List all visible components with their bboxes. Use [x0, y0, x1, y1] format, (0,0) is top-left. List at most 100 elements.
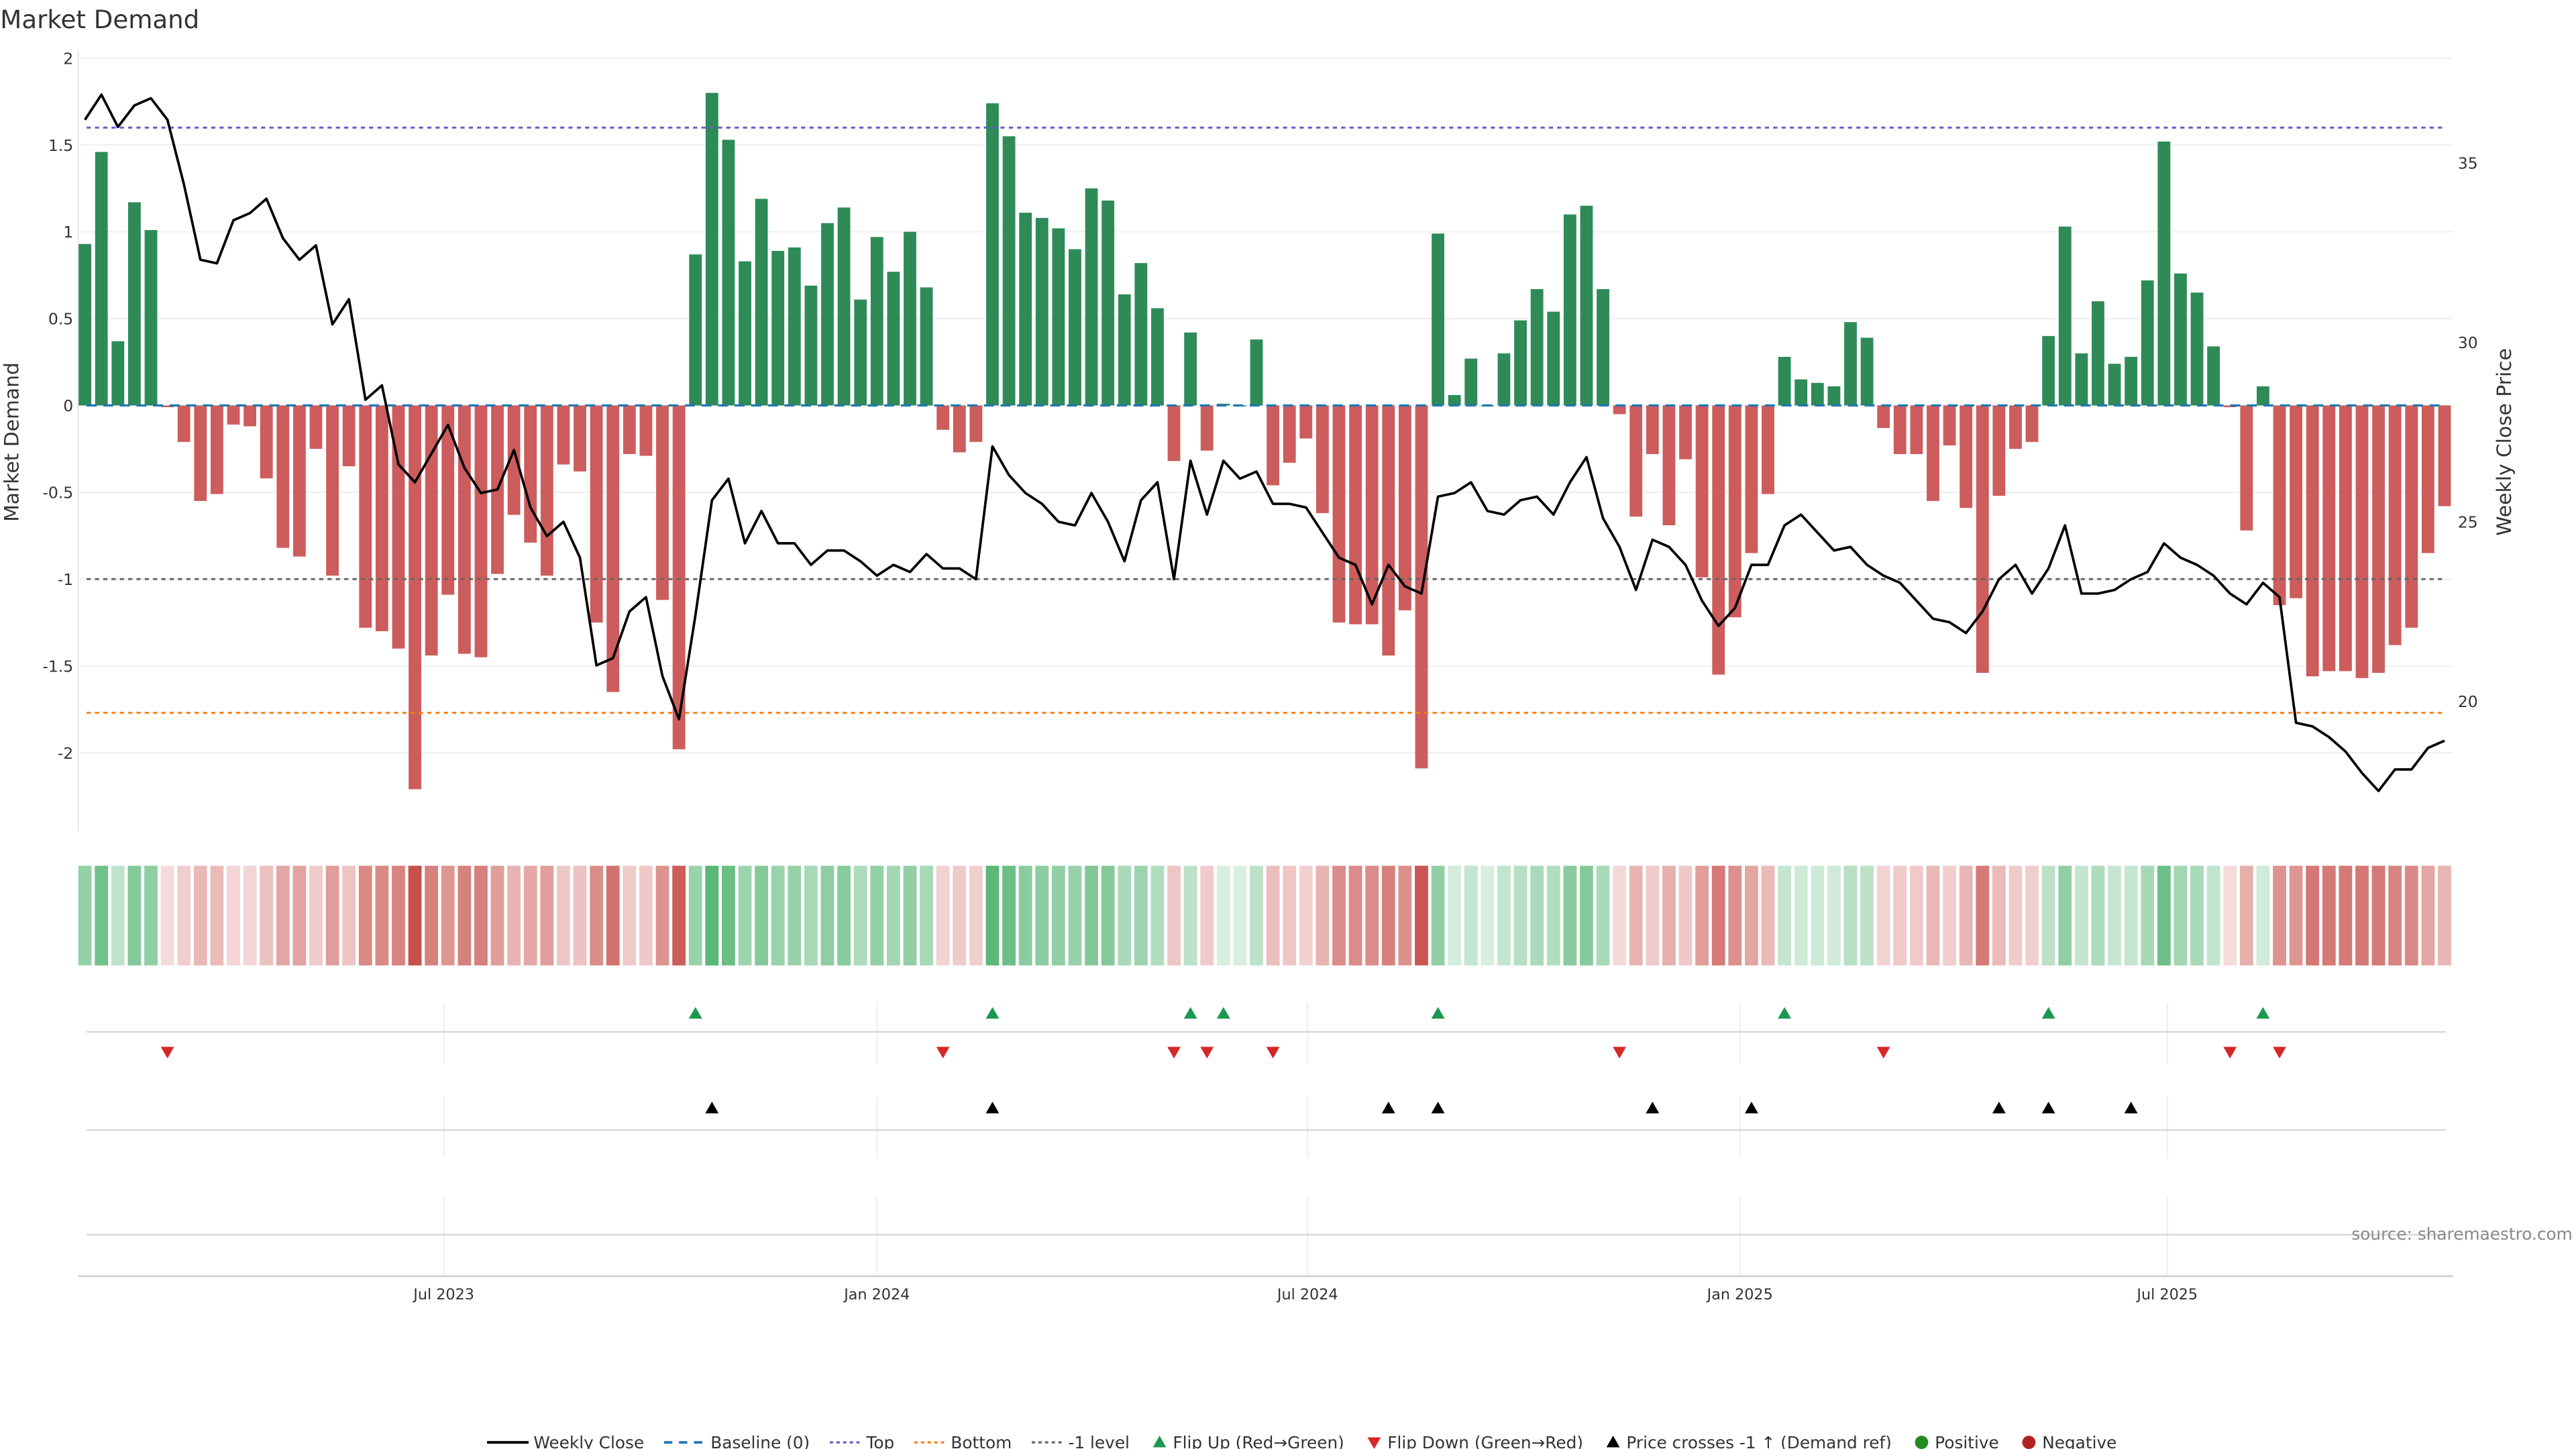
heat-cell — [2190, 865, 2204, 966]
heat-cell — [490, 865, 504, 966]
flip-up-marker — [2041, 1007, 2055, 1019]
heat-cell — [2008, 865, 2023, 966]
flip-down-marker — [1613, 1046, 1627, 1059]
heat-cell — [2371, 865, 2385, 966]
heat-cell — [2124, 865, 2138, 966]
heat-cell — [260, 865, 274, 966]
demand-bar — [1365, 405, 1379, 625]
heat-cell — [1580, 865, 1593, 966]
demand-bar — [1464, 358, 1478, 406]
demand-bar — [2125, 356, 2138, 406]
demand-bar — [1184, 332, 1197, 406]
legend: Weekly Close Baseline (0) Top Bottom -1 leve… — [487, 1433, 2116, 1449]
heat-cell — [2306, 865, 2320, 966]
flip-down-marker — [2273, 1046, 2286, 1059]
heat-cell — [2239, 865, 2253, 966]
heat-cell — [1448, 865, 1462, 966]
demand-bar — [1827, 386, 1841, 406]
legend-swatch-flip-up — [1152, 1436, 1167, 1448]
heat-cell — [1893, 865, 1907, 966]
heat-cell — [1085, 865, 1098, 966]
legend-label: Price crosses -1 ↑ (Demand ref) — [1626, 1433, 1892, 1449]
demand-bar — [689, 254, 702, 406]
y-tick-label: 0.5 — [48, 310, 73, 329]
heat-cell — [358, 865, 372, 966]
heat-cell — [1316, 865, 1330, 966]
heat-cell — [1167, 865, 1181, 966]
flip-down-marker — [2223, 1046, 2237, 1059]
heat-cell — [276, 865, 290, 966]
demand-bar — [870, 237, 883, 406]
heat-cell — [1860, 865, 1874, 966]
demand-bar — [1052, 228, 1065, 406]
heat-cell — [292, 865, 307, 966]
y-tick-label: -0.5 — [42, 484, 73, 502]
demand-bar — [1497, 353, 1511, 406]
price-cross-marker — [1745, 1102, 1758, 1114]
y2-tick-label: 25 — [2458, 513, 2478, 531]
demand-bar — [2322, 405, 2336, 672]
demand-bar — [1695, 405, 1709, 578]
legend-label: Flip Up (Red→Green) — [1173, 1433, 1344, 1449]
heat-cell — [95, 865, 109, 966]
heat-cell — [1381, 865, 1395, 966]
legend-swatch-negative — [2022, 1436, 2036, 1449]
demand-bar — [854, 299, 867, 406]
demand-bar — [2257, 386, 2269, 406]
heat-cell — [903, 865, 917, 966]
demand-bar — [1002, 136, 1016, 406]
flip-up-marker — [985, 1007, 1000, 1019]
demand-bar — [144, 229, 158, 406]
price-cross-marker — [2124, 1102, 2138, 1114]
demand-bar — [1927, 405, 1939, 501]
heat-cell — [325, 865, 339, 966]
demand-bar — [887, 272, 900, 406]
heat-cell — [111, 865, 125, 966]
flip-down-marker — [160, 1046, 174, 1059]
demand-bar — [920, 287, 933, 406]
heat-cell — [1035, 865, 1049, 966]
demand-bar — [2190, 292, 2204, 406]
flip-down-marker — [1167, 1046, 1181, 1059]
legend-label: Baseline (0) — [710, 1433, 810, 1449]
source-note: source: sharemaestro.com — [2351, 1224, 2572, 1244]
heat-cell — [705, 865, 719, 966]
chart-title: Market Demand — [0, 5, 199, 34]
demand-bar — [804, 285, 818, 406]
heat-cell — [2141, 865, 2155, 966]
heat-cell — [1299, 865, 1313, 966]
demand-bar — [623, 405, 636, 454]
heat-cell — [193, 865, 207, 966]
heat-cell — [1150, 865, 1165, 966]
demand-bar — [1019, 213, 1032, 406]
heat-cell — [1365, 865, 1379, 966]
y-tick-label: 1 — [63, 223, 73, 241]
demand-bar — [2405, 405, 2418, 628]
demand-bar — [276, 405, 290, 548]
heat-cell — [243, 865, 257, 966]
y-tick-label: -2 — [58, 744, 73, 763]
demand-bar — [1613, 405, 1626, 415]
demand-bar — [309, 405, 323, 449]
y-tick-label: 2 — [63, 49, 73, 68]
legend-swatch-positive — [1915, 1436, 1929, 1449]
demand-bar — [540, 405, 553, 576]
demand-bar — [2422, 405, 2434, 553]
demand-bar — [1547, 311, 1560, 406]
demand-bar — [95, 152, 108, 406]
demand-bar — [1646, 405, 1659, 454]
heat-cell — [1513, 865, 1527, 966]
demand-bar — [672, 405, 686, 749]
demand-bar — [2009, 405, 2022, 449]
heat-cell — [985, 865, 1000, 966]
legend-label: Weekly Close — [533, 1433, 644, 1449]
heat-cell — [2074, 865, 2088, 966]
heat-cell — [2108, 865, 2121, 966]
flip-down-marker — [1200, 1046, 1214, 1059]
heat-cell — [425, 865, 439, 966]
heat-cell — [1778, 865, 1792, 966]
heat-cell — [623, 865, 637, 966]
heat-cell — [1761, 865, 1775, 966]
demand-bar — [1811, 382, 1824, 406]
